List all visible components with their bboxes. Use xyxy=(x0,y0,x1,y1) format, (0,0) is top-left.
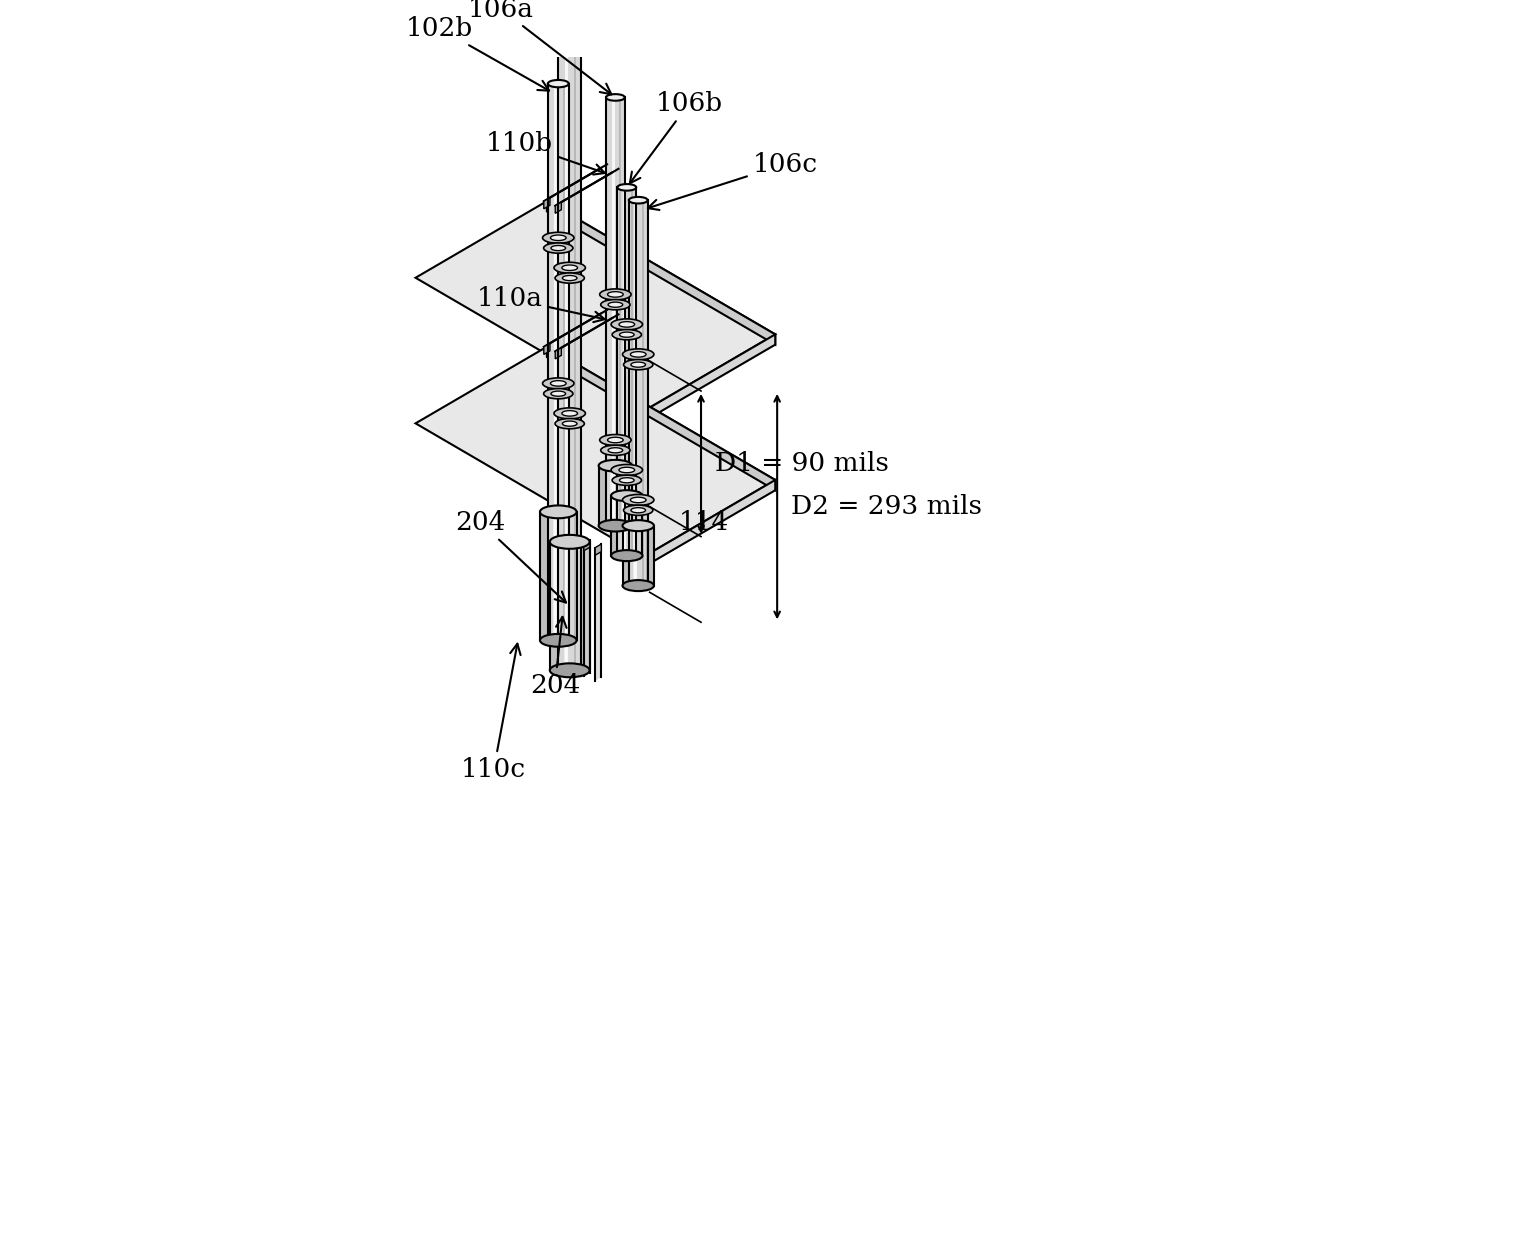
Text: 102b: 102b xyxy=(406,16,549,90)
Text: 110b: 110b xyxy=(485,130,605,174)
Ellipse shape xyxy=(543,389,573,399)
Ellipse shape xyxy=(601,300,630,310)
Ellipse shape xyxy=(630,498,646,503)
Text: 110c: 110c xyxy=(461,643,526,781)
Ellipse shape xyxy=(540,635,576,647)
Ellipse shape xyxy=(599,460,633,472)
Ellipse shape xyxy=(563,421,576,426)
Ellipse shape xyxy=(611,319,642,330)
Ellipse shape xyxy=(631,508,645,513)
Ellipse shape xyxy=(540,505,576,518)
Ellipse shape xyxy=(611,551,642,561)
Ellipse shape xyxy=(549,663,590,677)
Polygon shape xyxy=(548,84,569,641)
Ellipse shape xyxy=(555,419,584,429)
Text: 106b: 106b xyxy=(630,92,722,183)
Ellipse shape xyxy=(622,581,654,591)
Ellipse shape xyxy=(551,381,566,386)
Ellipse shape xyxy=(619,478,634,483)
Ellipse shape xyxy=(628,197,648,203)
Polygon shape xyxy=(548,201,776,345)
Ellipse shape xyxy=(608,448,622,453)
Ellipse shape xyxy=(619,321,634,327)
Polygon shape xyxy=(622,525,654,586)
Ellipse shape xyxy=(599,520,633,532)
Ellipse shape xyxy=(622,349,654,360)
Polygon shape xyxy=(595,544,601,556)
Ellipse shape xyxy=(630,351,646,357)
Ellipse shape xyxy=(622,520,654,532)
Ellipse shape xyxy=(611,490,642,502)
Ellipse shape xyxy=(618,184,636,191)
Text: D2 = 293 mils: D2 = 293 mils xyxy=(791,494,983,519)
Text: 106a: 106a xyxy=(468,0,611,94)
Polygon shape xyxy=(545,164,607,201)
Polygon shape xyxy=(415,201,776,411)
Polygon shape xyxy=(628,201,648,586)
Ellipse shape xyxy=(619,332,634,337)
Ellipse shape xyxy=(611,475,642,485)
Polygon shape xyxy=(605,98,625,525)
Ellipse shape xyxy=(551,246,566,251)
Polygon shape xyxy=(558,45,581,671)
Polygon shape xyxy=(545,310,607,347)
Polygon shape xyxy=(540,512,576,641)
Ellipse shape xyxy=(631,362,645,367)
Ellipse shape xyxy=(563,276,576,281)
Polygon shape xyxy=(595,544,601,681)
Ellipse shape xyxy=(611,464,642,475)
Polygon shape xyxy=(611,495,642,556)
Ellipse shape xyxy=(551,391,566,396)
Ellipse shape xyxy=(549,535,590,549)
Ellipse shape xyxy=(599,288,631,300)
Polygon shape xyxy=(584,539,590,676)
Ellipse shape xyxy=(622,494,654,505)
Text: 204: 204 xyxy=(529,617,580,697)
Ellipse shape xyxy=(558,41,581,49)
Polygon shape xyxy=(555,202,561,213)
Ellipse shape xyxy=(543,243,573,253)
Ellipse shape xyxy=(554,262,586,273)
Ellipse shape xyxy=(555,273,584,283)
Polygon shape xyxy=(584,539,590,551)
Text: 204: 204 xyxy=(455,510,566,603)
Polygon shape xyxy=(545,344,551,355)
Ellipse shape xyxy=(548,80,569,88)
Ellipse shape xyxy=(605,94,625,100)
Text: 114: 114 xyxy=(680,510,730,535)
Ellipse shape xyxy=(561,410,578,416)
Ellipse shape xyxy=(624,505,653,515)
Ellipse shape xyxy=(543,377,573,389)
Ellipse shape xyxy=(601,445,630,455)
Polygon shape xyxy=(548,347,776,490)
Ellipse shape xyxy=(607,438,624,443)
Polygon shape xyxy=(618,187,636,556)
Polygon shape xyxy=(549,542,590,671)
Text: 106c: 106c xyxy=(648,152,817,209)
Ellipse shape xyxy=(561,265,578,271)
Ellipse shape xyxy=(624,360,653,370)
Ellipse shape xyxy=(554,408,586,419)
Text: D1 = 90 mils: D1 = 90 mils xyxy=(715,451,890,477)
Polygon shape xyxy=(599,465,633,525)
Ellipse shape xyxy=(608,302,622,307)
Ellipse shape xyxy=(611,330,642,340)
Ellipse shape xyxy=(619,468,634,473)
Text: 110a: 110a xyxy=(476,286,605,322)
Polygon shape xyxy=(643,335,776,421)
Ellipse shape xyxy=(551,234,566,241)
Ellipse shape xyxy=(599,435,631,445)
Polygon shape xyxy=(555,169,619,206)
Polygon shape xyxy=(643,480,776,567)
Polygon shape xyxy=(415,347,776,557)
Polygon shape xyxy=(555,315,619,351)
Polygon shape xyxy=(545,198,551,209)
Ellipse shape xyxy=(607,292,624,297)
Ellipse shape xyxy=(543,232,573,243)
Polygon shape xyxy=(555,347,561,359)
